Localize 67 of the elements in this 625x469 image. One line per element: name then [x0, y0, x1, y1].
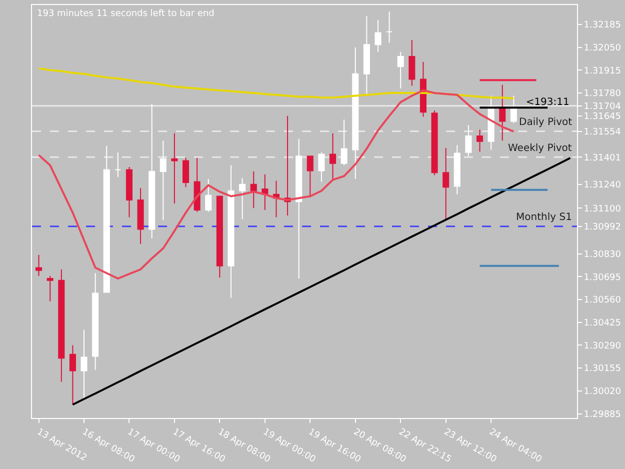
- y-tick-label: 1.30020: [584, 387, 622, 398]
- y-tick-label: 1.30560: [584, 296, 622, 306]
- y-tick-label: 1.30830: [584, 250, 622, 260]
- candlestick: [510, 95, 517, 124]
- candlestick: [374, 19, 382, 52]
- candlestick: [465, 124, 472, 157]
- candlestick: [318, 152, 325, 182]
- candlestick: [92, 272, 99, 370]
- line-series: [72, 157, 572, 406]
- candlestick: [306, 156, 314, 198]
- y-tick-label: 1.31401: [584, 153, 622, 164]
- candlestick: [58, 268, 65, 382]
- candlestick: [476, 129, 484, 152]
- y-tick-label: 1.31554: [584, 127, 622, 138]
- candlestick: [330, 132, 336, 180]
- ref-line-label: Daily Pivot: [519, 117, 572, 128]
- y-tick-label: 1.31100: [584, 204, 622, 214]
- y-tick-label: 1.31704: [584, 102, 622, 112]
- candlestick: [36, 254, 42, 276]
- candlestick: [250, 171, 257, 209]
- y-tick-label: 1.30155: [584, 364, 622, 374]
- candlestick: [114, 152, 122, 178]
- y-tick-label: 1.29885: [584, 410, 622, 420]
- candlestick: [194, 157, 200, 212]
- y-tick-label: 1.31645: [584, 112, 622, 122]
- y-tick-label: 1.30695: [584, 272, 622, 283]
- candlestick: [408, 40, 416, 86]
- candlestick: [454, 144, 460, 195]
- candlestick: [499, 84, 506, 142]
- candlestick: [80, 329, 88, 400]
- candlestick: [239, 177, 246, 220]
- y-tick-label: 1.30290: [584, 341, 622, 352]
- y-tick-label: 1.32185: [584, 20, 622, 31]
- candlestick: [46, 275, 54, 302]
- candlestick: [262, 174, 268, 210]
- candlestick: [272, 180, 280, 218]
- candlestick: [442, 147, 450, 221]
- candlestick: [69, 344, 76, 406]
- candlestick: [126, 166, 133, 218]
- candlestick: [148, 104, 156, 239]
- y-tick-label: 1.30425: [584, 318, 622, 329]
- ref-line-label: Weekly Pivot: [508, 143, 572, 154]
- annotation: 193 minutes 11 seconds left to bar end: [37, 9, 214, 19]
- candlestick: [340, 119, 348, 166]
- candlestick: [431, 110, 438, 176]
- y-tick-label: 1.30992: [584, 222, 622, 233]
- y-tick-label: 1.32050: [584, 43, 622, 54]
- candlestick: [352, 46, 359, 180]
- candlestick: [205, 178, 212, 212]
- candlestick: [363, 16, 370, 96]
- ref-line-label: Monthly S1: [516, 212, 572, 223]
- candlestick: [171, 132, 178, 204]
- candlestick: [160, 140, 166, 221]
- candlestick: [103, 146, 110, 293]
- candlestick: [296, 138, 302, 280]
- line-series: [38, 67, 515, 100]
- candlestick: [397, 51, 404, 89]
- y-tick-label: 1.31915: [584, 66, 622, 76]
- candlestick: [386, 11, 393, 44]
- candlestick: [216, 196, 223, 278]
- candlestick: [284, 115, 291, 216]
- series-label: <193:11: [526, 97, 570, 108]
- candlestick: [137, 188, 144, 244]
- y-tick-label: 1.31240: [584, 180, 622, 191]
- candlestick: [228, 164, 234, 298]
- candlestick: [182, 157, 190, 188]
- y-tick-label: 1.31780: [584, 89, 622, 100]
